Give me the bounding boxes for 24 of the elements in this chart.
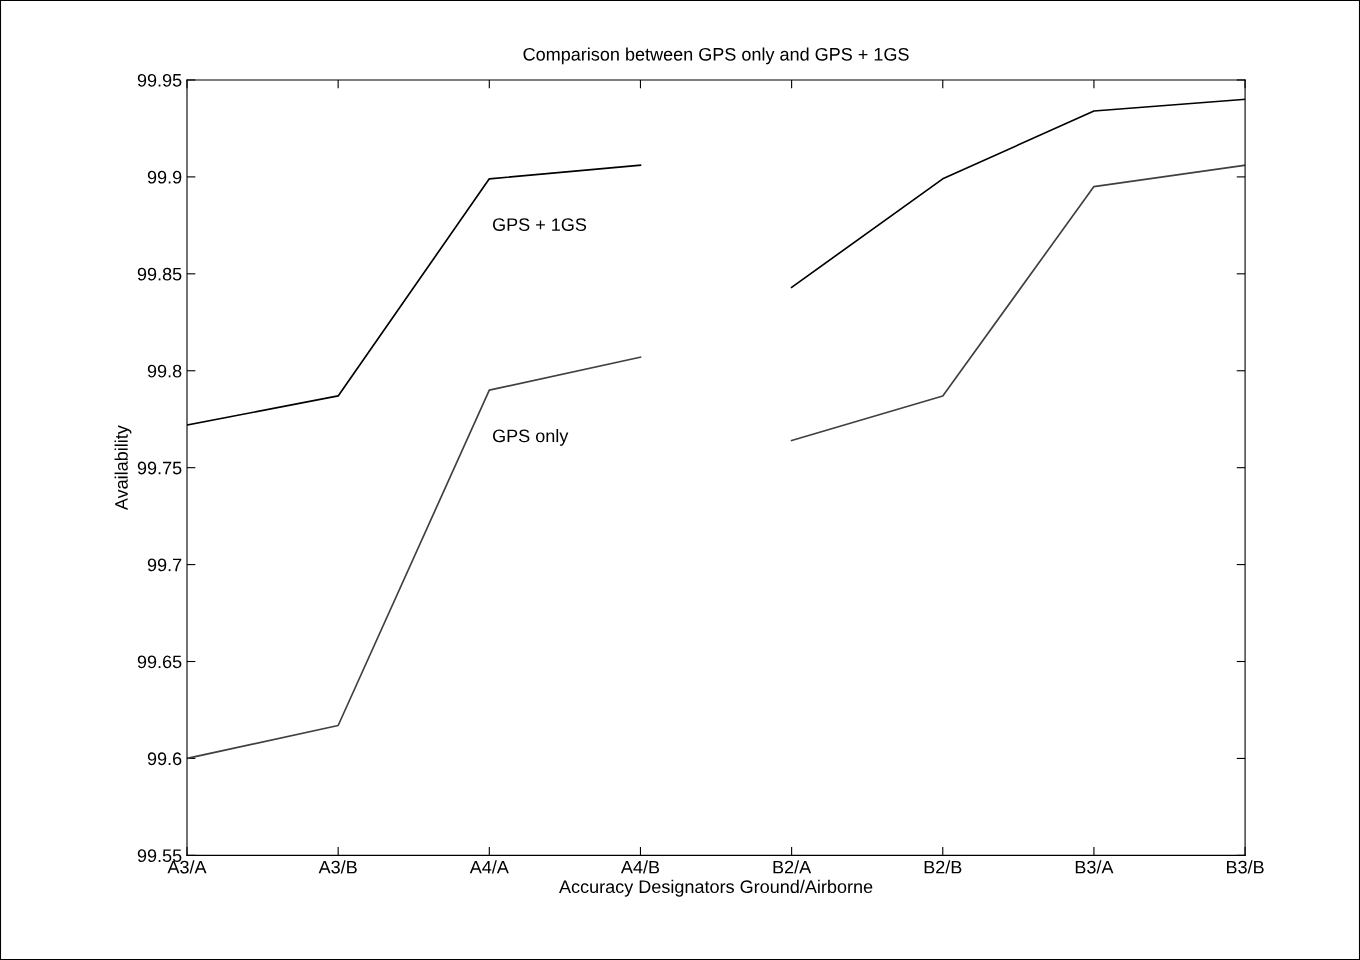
line-series	[790, 164, 1246, 442]
x-tick-label: B3/B	[1226, 860, 1264, 874]
series-label: GPS only	[492, 429, 569, 446]
y-tick-label: 99.6	[147, 752, 182, 766]
y-tick-label: 99.55	[137, 849, 182, 863]
x-tick-label: B3/A	[1075, 860, 1114, 874]
x-tick-label: A4/B	[620, 860, 660, 874]
y-axis-title: Availability	[114, 425, 132, 511]
x-tick-label: B2/A	[773, 860, 812, 874]
y-tick-label: 99.75	[137, 461, 182, 475]
x-tick-label: A3/A	[167, 860, 207, 874]
chart-title: Comparison between GPS only and GPS + 1GS	[523, 47, 909, 65]
x-tick-label: B2/B	[924, 860, 962, 874]
x-tick-label: A4/A	[469, 860, 509, 874]
y-tick-label: 99.9	[147, 170, 182, 184]
y-tick-label: 99.65	[137, 655, 182, 669]
y-tick-label: 99.95	[137, 73, 182, 87]
y-tick-label: 99.7	[147, 558, 182, 572]
line-series	[187, 356, 642, 760]
series-label: GPS + 1GS	[492, 218, 587, 231]
y-tick-label: 99.8	[147, 364, 182, 378]
x-tick-label: A3/B	[318, 860, 357, 874]
x-axis-title: Accuracy Designators Ground/Airborne	[559, 879, 873, 897]
y-tick-label: 99.85	[137, 267, 182, 281]
